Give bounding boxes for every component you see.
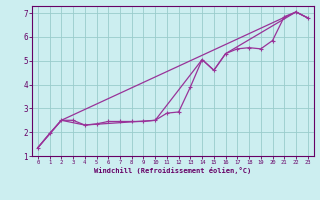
X-axis label: Windchill (Refroidissement éolien,°C): Windchill (Refroidissement éolien,°C) — [94, 167, 252, 174]
